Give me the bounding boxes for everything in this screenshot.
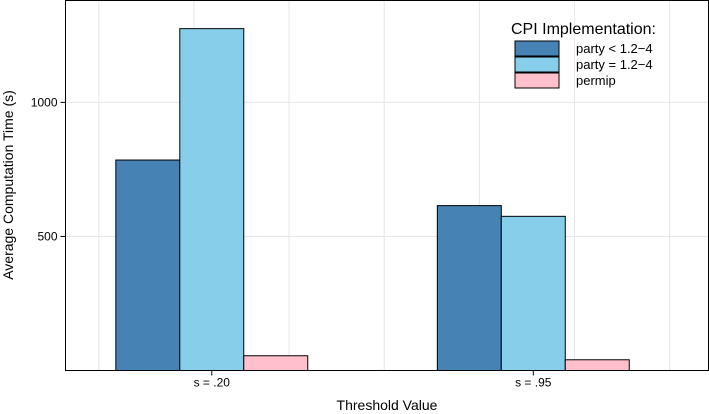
bar-permip-s20 [243, 355, 309, 372]
x-axis-title: Threshold Value [337, 397, 438, 413]
y-tick-label: 500 [37, 229, 57, 243]
legend-swatch-party-eq [514, 56, 560, 73]
legend-item-permip: permip [514, 72, 616, 89]
legend-label-permip: permip [576, 73, 616, 88]
legend-label-party-lt: party < 1.2−4 [576, 41, 653, 56]
legend-title: CPI Implementation: [511, 21, 656, 38]
y-axis-title: Average Computation Time (s) [0, 90, 16, 280]
bar-party-lt-s20 [115, 159, 181, 371]
bar-permip-s95 [564, 359, 630, 371]
legend-label-party-eq: party = 1.2−4 [576, 57, 653, 72]
legend-item-party-lt: party < 1.2−4 [514, 40, 653, 57]
bar-layer [115, 28, 630, 372]
bar-party-eq-s20 [179, 28, 245, 372]
bar-party-lt-s95 [436, 205, 502, 371]
tick-layer: 500 1000 s = .20 s = .95 [31, 95, 709, 390]
legend-swatch-party-lt [514, 40, 560, 57]
x-tick-label: s = .95 [515, 376, 552, 390]
legend-swatch-permip [514, 72, 560, 89]
y-tick-label: 1000 [31, 95, 58, 109]
legend: CPI Implementation: party < 1.2−4 party … [511, 21, 656, 89]
x-tick-label: s = .20 [194, 376, 231, 390]
legend-item-party-eq: party = 1.2−4 [514, 56, 653, 73]
bar-party-eq-s95 [500, 215, 566, 371]
